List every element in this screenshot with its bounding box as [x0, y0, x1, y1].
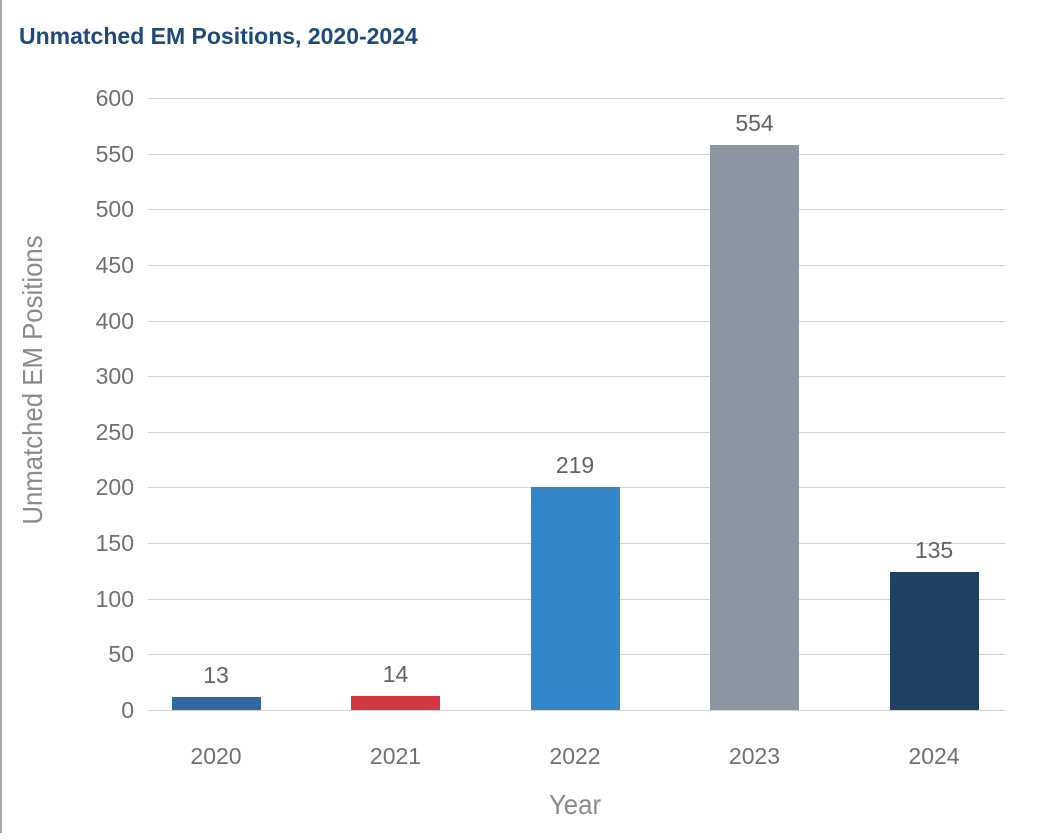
gridline	[148, 431, 1005, 433]
y-tick-label: 200	[95, 474, 134, 501]
gridline	[148, 209, 1005, 211]
x-tick-label: 2024	[908, 743, 960, 769]
y-tick-label: 500	[95, 196, 134, 223]
y-tick-label: 300	[95, 363, 134, 390]
gridline	[148, 320, 1005, 322]
gridline	[148, 153, 1005, 155]
x-tick-label: 2021	[369, 743, 422, 769]
bar-value-label: 135	[914, 537, 954, 563]
x-axis-title: Year	[548, 789, 601, 820]
gridline	[148, 98, 1005, 99]
y-tick-label: 400	[95, 307, 134, 334]
y-tick-label: 600	[95, 85, 134, 111]
left-border	[0, 0, 2, 833]
y-tick-label: 450	[95, 251, 134, 278]
bar-2021	[351, 696, 440, 710]
x-tick-label: 2020	[190, 743, 242, 769]
gridline	[148, 710, 1005, 711]
y-tick-label: 550	[95, 140, 134, 167]
bar-value-label: 14	[382, 661, 409, 687]
x-tick-label: 2022	[549, 743, 601, 769]
y-tick-label: 100	[95, 585, 134, 612]
bar-value-label: 219	[555, 452, 595, 478]
bar-2023	[710, 145, 799, 710]
bar-value-label: 554	[735, 110, 774, 136]
y-tick-label: 0	[121, 697, 134, 723]
y-tick-label: 50	[108, 641, 134, 668]
y-tick-label: 150	[95, 530, 134, 557]
bar-2020	[171, 697, 261, 710]
gridline	[148, 264, 1005, 266]
x-tick-label: 2023	[728, 743, 781, 769]
chart-title: Unmatched EM Positions, 2020-2024	[19, 23, 418, 50]
bar-2022	[530, 487, 620, 710]
bar-2024	[889, 572, 979, 710]
bar-value-label: 13	[203, 662, 229, 688]
y-tick-label: 250	[95, 418, 134, 445]
gridline	[148, 376, 1005, 378]
